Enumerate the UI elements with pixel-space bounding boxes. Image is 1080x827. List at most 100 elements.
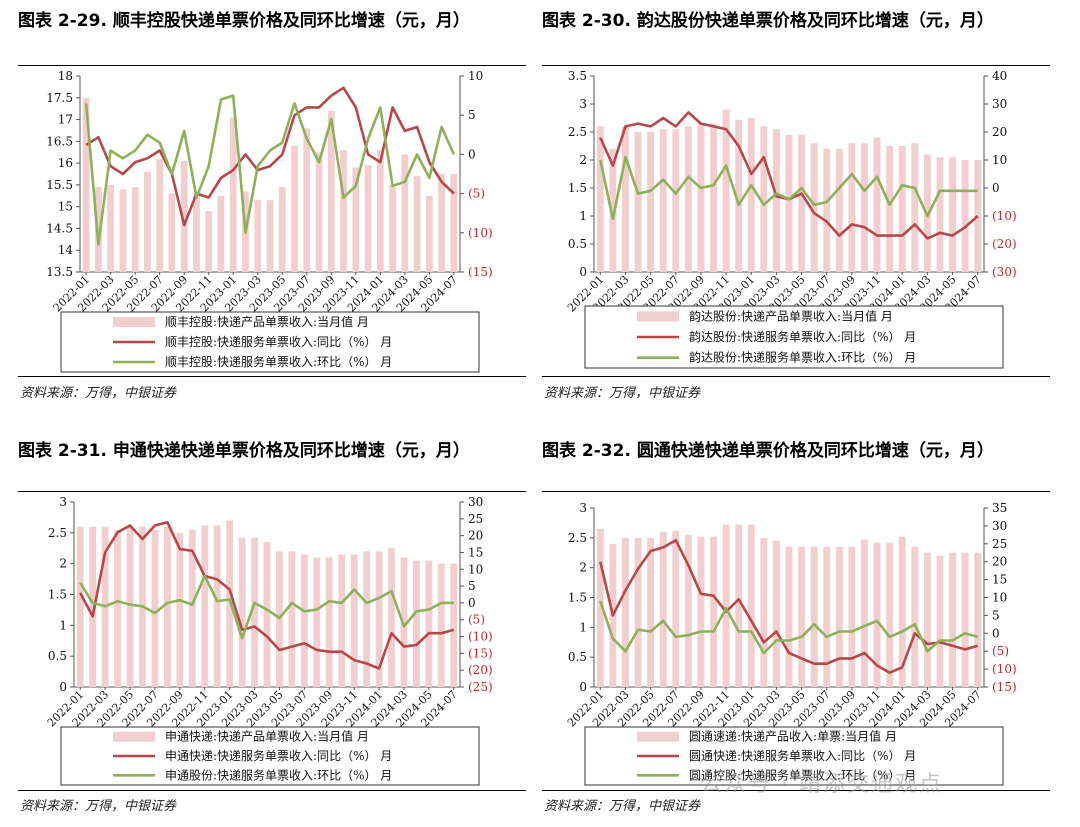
bar — [659, 531, 667, 687]
bar — [119, 189, 127, 272]
source-note: 资料来源：万得，中银证券 — [20, 799, 177, 814]
chart-title: 图表 2-30. 韵达股份快递单票价格及同环比增速（元，月） — [542, 11, 994, 31]
bar — [325, 557, 333, 687]
right-tick-label: (30) — [992, 265, 1017, 279]
bar — [873, 137, 881, 272]
right-tick-label: 0 — [992, 181, 1000, 195]
right-tick-label: (10) — [992, 662, 1017, 676]
yoy-line — [85, 86, 455, 227]
bar — [873, 542, 881, 687]
legend-label: 申通股份:快递服务单票收入:环比（%） 月 — [165, 767, 392, 782]
bar — [313, 557, 321, 687]
bar — [974, 552, 982, 687]
left-tick-label: 3.5 — [568, 69, 587, 83]
bar — [288, 551, 296, 687]
right-tick-label: (25) — [468, 680, 493, 694]
bar — [413, 176, 421, 272]
legend-label: 韵达股份:快递服务单票收入:同比（%） 月 — [689, 329, 916, 344]
bar — [176, 532, 184, 687]
legend-swatch — [113, 731, 155, 742]
legend: 圆通速递:快递产品收入:单票:当月值 月圆通快递:快递服务单票收入:同比（%） … — [584, 726, 1004, 786]
bar — [303, 128, 311, 272]
bar — [114, 529, 122, 687]
bar — [107, 184, 115, 272]
left-tick-label: 0.5 — [48, 649, 67, 663]
bar — [835, 148, 843, 272]
bar — [659, 129, 667, 272]
bar — [401, 154, 409, 272]
chart-svg: 00.511.522.533.5 403020100(10)(20)(30)202… — [565, 69, 1017, 369]
bar — [437, 563, 445, 687]
left-tick-label: 14 — [58, 243, 74, 257]
right-tick-label: (10) — [468, 630, 493, 644]
bar — [82, 97, 90, 273]
title-rule — [542, 491, 1050, 492]
legend-label: 圆通速递:快递产品收入:单票:当月值 月 — [689, 729, 897, 744]
bottom-rule — [18, 790, 526, 791]
right-tick-label: 5 — [992, 608, 1000, 622]
bar — [634, 132, 642, 272]
bar — [168, 193, 176, 272]
left-tick-label: 17.5 — [46, 91, 73, 105]
bar — [389, 184, 396, 272]
bar — [609, 148, 617, 272]
bar — [848, 546, 856, 687]
bar — [350, 554, 358, 687]
right-tick-label: (15) — [992, 680, 1017, 694]
yoy-line — [79, 520, 455, 670]
chart-svg: 13.5 14 14.5 15 15.5 16 16.5 17 17.5 18 10 5 0 (5) (10… — [46, 69, 493, 373]
bar — [438, 174, 445, 272]
right-tick-label: (5) — [468, 187, 485, 201]
left-tick-label: 0 — [59, 680, 67, 694]
legend-label: 顺丰控股:快递产品单票收入:当月值 月 — [165, 314, 369, 329]
legend-label: 韵达股份:快递产品单票收入:当月值 月 — [689, 308, 893, 323]
bar — [911, 143, 919, 272]
bar — [263, 542, 271, 687]
right-tick-label: 0 — [992, 626, 1000, 640]
right-tick-label: 15 — [992, 573, 1007, 587]
bar — [823, 148, 831, 272]
bar — [188, 529, 196, 687]
right-tick-label: 0 — [468, 147, 476, 161]
yoy-line — [599, 538, 979, 674]
left-tick-label: 18 — [58, 69, 73, 83]
left-tick-label: 1.5 — [48, 588, 67, 602]
legend-label: 韵达股份:快递服务单票收入:环比（%） 月 — [689, 350, 916, 365]
title-rule — [18, 65, 526, 66]
bar — [180, 160, 188, 272]
chart-title: 图表 2-31. 申通快递快递单票价格及同环比增速（元，月） — [18, 441, 470, 461]
left-tick-label: 3 — [579, 97, 587, 111]
bar — [621, 537, 629, 687]
bar — [278, 187, 286, 272]
bottom-rule — [542, 376, 1050, 377]
right-tick-label: (20) — [468, 663, 493, 677]
bar — [89, 526, 97, 687]
source-note: 资料来源：万得，中银证券 — [544, 799, 701, 814]
right-tick-label: 30 — [992, 519, 1007, 533]
chart-panel-yuantong: 图表 2-32. 圆通快递快递单票价格及同环比增速（元，月） 0 0.5 1 1.5 2… — [542, 438, 1050, 827]
bar — [229, 117, 237, 272]
bar — [735, 524, 743, 687]
bar — [747, 524, 755, 687]
bar — [936, 555, 944, 687]
left-tick-label: 2 — [579, 153, 587, 167]
left-tick-label: 2.5 — [568, 531, 587, 545]
bar — [388, 548, 395, 687]
bar — [76, 526, 84, 687]
right-tick-label: (20) — [992, 237, 1017, 251]
bottom-rule — [542, 790, 1050, 791]
bar — [798, 134, 806, 272]
bar — [949, 157, 957, 272]
left-tick-label: 0 — [579, 265, 587, 279]
bar — [949, 552, 957, 687]
left-tick-label: 13.5 — [46, 265, 73, 279]
left-tick-label: 17 — [58, 113, 73, 127]
bar — [201, 525, 209, 687]
bar — [238, 537, 246, 687]
bar — [760, 537, 768, 687]
bar — [596, 126, 604, 273]
mom-line — [84, 94, 456, 246]
bar — [425, 560, 433, 687]
bar — [911, 546, 919, 687]
